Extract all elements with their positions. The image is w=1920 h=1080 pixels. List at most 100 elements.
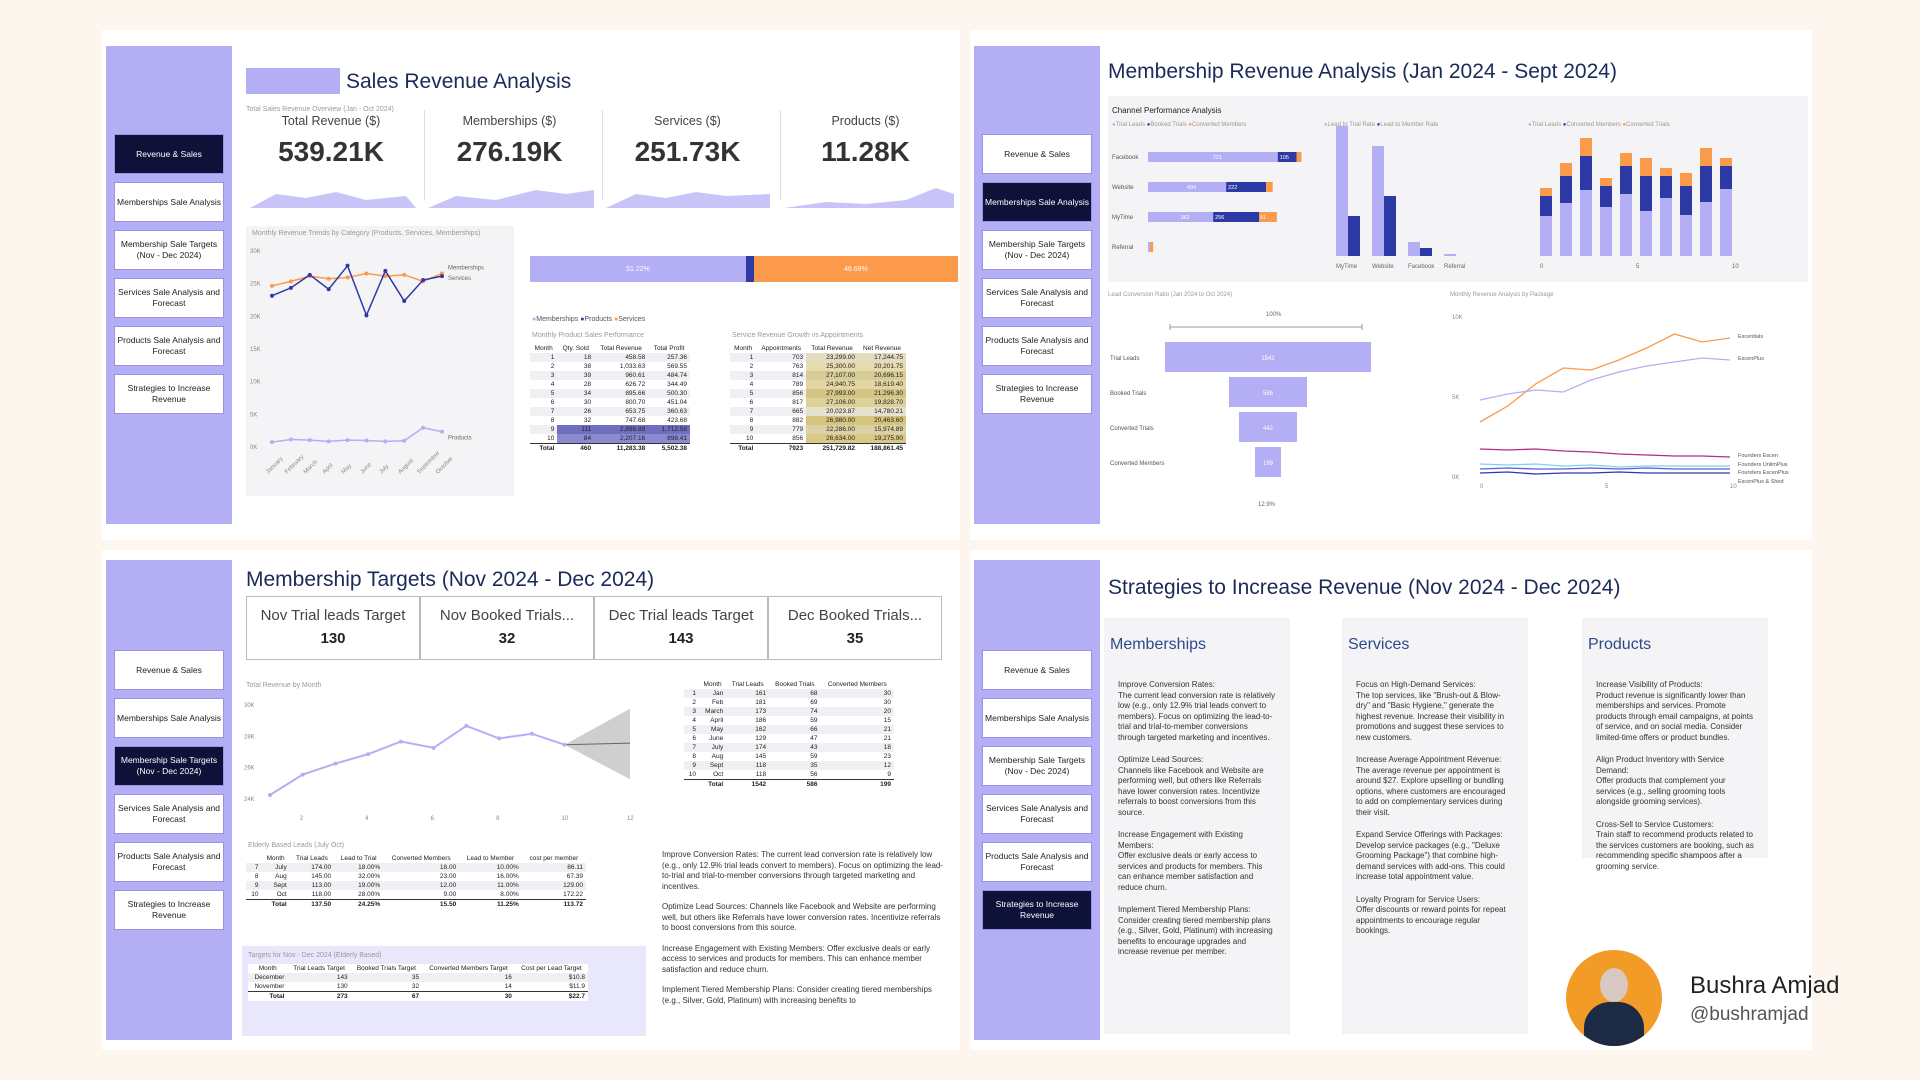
revenue-point <box>431 745 436 750</box>
table-cell: 20,696.15 <box>858 371 906 380</box>
tick-label: 25K <box>250 282 261 288</box>
table-row: 4 April 186 59 15 <box>684 716 894 725</box>
targets-title: Targets for Nov - Dec 2024 (Elderly Base… <box>248 952 382 959</box>
table-cell: Total <box>539 445 555 452</box>
nav-products-analysis[interactable]: Products Sale Analysis and Forecast <box>114 842 224 882</box>
nav-membership-targets[interactable]: Membership Sale Targets (Nov - Dec 2024) <box>114 746 224 786</box>
nav-memberships-analysis[interactable]: Memberships Sale Analysis <box>982 698 1092 738</box>
table-cell: 129.00 <box>563 882 583 889</box>
table-cell: July <box>275 864 287 871</box>
table-cell: 67 <box>411 993 420 1000</box>
table-row: 10 Oct 118 56 9 <box>684 770 894 780</box>
table-cell: March <box>705 708 724 715</box>
stack-members <box>1660 176 1672 198</box>
nav-services-analysis[interactable]: Services Sale Analysis and Forecast <box>982 794 1092 834</box>
nav-membership-targets[interactable]: Membership Sale Targets (Nov - Dec 2024) <box>982 230 1092 270</box>
funnel-bottom-pct: 12.9% <box>1258 502 1276 508</box>
nav-revenue-sales[interactable]: Revenue & Sales <box>982 134 1092 174</box>
revenue-point <box>300 772 305 777</box>
table-cell: 14 <box>504 983 512 990</box>
nav-products-analysis[interactable]: Products Sale Analysis and Forecast <box>982 842 1092 882</box>
table-cell: 3 <box>749 372 754 379</box>
table-total: Total 7923 251,729.82 188,861.45 <box>730 443 906 454</box>
bar-label: 222 <box>1228 185 1237 191</box>
card-nov-trial: Nov Trial leads Target 130 <box>246 596 420 660</box>
table-cell: 27,106.00 <box>806 398 859 407</box>
nav-membership-targets[interactable]: Membership Sale Targets (Nov - Dec 2024) <box>982 746 1092 786</box>
table-cell: Total <box>271 901 287 908</box>
y-tick: 30K <box>244 703 255 709</box>
sidebar: Revenue & Sales Memberships Sale Analysi… <box>974 46 1100 524</box>
table-cell: 129 <box>755 735 767 742</box>
nav-memberships-analysis[interactable]: Memberships Sale Analysis <box>114 698 224 738</box>
nav-revenue-sales[interactable]: Revenue & Sales <box>114 134 224 174</box>
stack-leads <box>1600 207 1612 256</box>
package-label: EscenPlus <box>1738 356 1764 362</box>
funnel-value: 586 <box>1263 391 1274 397</box>
table-cell: 174 <box>755 744 767 751</box>
table-cell: 5,502.38 <box>661 445 687 452</box>
elderly-title: Elderly Based Leads (July Oct) <box>248 842 345 849</box>
table-cell: 817 <box>792 399 804 406</box>
table-cell: 25,300.00 <box>806 362 859 371</box>
funnel-label: Trial Leads <box>1110 356 1139 362</box>
split-legend: ●Memberships ●Products ●Services <box>532 316 645 323</box>
table-row: 2 763 25,300.00 20,201.75 <box>730 362 906 371</box>
bar-label: 434 <box>1187 185 1196 191</box>
table-cell: 7 <box>254 864 259 871</box>
month-label: May <box>341 463 353 475</box>
nav-services-analysis[interactable]: Services Sale Analysis and Forecast <box>114 278 224 318</box>
targets-box: Targets for Nov - Dec 2024 (Elderly Base… <box>242 946 646 1036</box>
funnel-bar <box>1255 447 1281 477</box>
nav-strategies[interactable]: Strategies to Increase Revenue <box>114 890 224 930</box>
x-tick: 0 <box>1480 484 1484 490</box>
bar-label: 81 <box>1260 215 1266 221</box>
stack-members <box>1540 196 1552 216</box>
column-header: Total Revenue <box>600 345 642 352</box>
table-row: 7 July 174 43 18 <box>684 743 894 752</box>
product-table: Month Qty. Sold Total Revenue Total Profit 1… <box>530 344 690 453</box>
stack-trials <box>1660 168 1672 176</box>
nav-membership-targets[interactable]: Membership Sale Targets (Nov - Dec 2024) <box>114 230 224 270</box>
table-cell: 11.25% <box>497 901 519 908</box>
table-row: 1 18 458.58 257.36 <box>530 353 690 362</box>
bar-label: 256 <box>1215 215 1224 221</box>
strategy-text: Channels like Facebook and Website are p… <box>1118 765 1264 817</box>
sparkline <box>250 192 416 208</box>
column-header: Month <box>703 681 722 688</box>
funnel-bar <box>1165 342 1371 372</box>
stack-leads <box>1580 190 1592 256</box>
strategy-heading: Align Product Inventory with Service Dem… <box>1596 755 1725 775</box>
table-row: 10 Oct 118.00 28.00% 9.00 8.00% 172.22 <box>246 890 586 900</box>
y-tick: 0K <box>1452 475 1459 481</box>
card-nov-booked: Nov Booked Trials... 32 <box>420 596 594 660</box>
stack-members <box>1620 166 1632 194</box>
package-title: Monthly Revenue Analysis by Package <box>1450 292 1554 298</box>
nav-services-analysis[interactable]: Services Sale Analysis and Forecast <box>114 794 224 834</box>
table-cell: 960.61 <box>625 372 646 379</box>
table-total: Total 460 11,283.38 5,502.38 <box>530 443 690 454</box>
nav-memberships-analysis[interactable]: Memberships Sale Analysis <box>114 182 224 222</box>
strategy-heading: Cross-Sell to Service Customers: <box>1596 819 1714 829</box>
table-cell: $22.7 <box>568 993 585 1000</box>
nav-revenue-sales[interactable]: Revenue & Sales <box>114 650 224 690</box>
bar-label: 721 <box>1213 155 1222 161</box>
nav-memberships-analysis[interactable]: Memberships Sale Analysis <box>982 182 1092 222</box>
table-row: 8 Aug 145.00 32.00% 23.00 16.00% 67.39 <box>246 872 586 881</box>
nav-products-analysis[interactable]: Products Sale Analysis and Forecast <box>982 326 1092 366</box>
table-cell: 4 <box>692 717 696 724</box>
rate-legend: ●Lead to Trial Rate ●Lead to Member Rate <box>1324 122 1438 128</box>
products-point <box>288 437 293 442</box>
legend-booked-trials: Booked Trials <box>1150 122 1187 128</box>
nav-services-analysis[interactable]: Services Sale Analysis and Forecast <box>982 278 1092 318</box>
nav-strategies[interactable]: Strategies to Increase Revenue <box>114 374 224 414</box>
table-cell: 59 <box>810 717 818 724</box>
strategy-text: Consider creating tiered membership plan… <box>1118 915 1273 957</box>
nav-revenue-sales[interactable]: Revenue & Sales <box>982 650 1092 690</box>
nav-products-analysis[interactable]: Products Sale Analysis and Forecast <box>114 326 224 366</box>
nav-strategies[interactable]: Strategies to Increase Revenue <box>982 374 1092 414</box>
note-text: Channels like Facebook and Website are p… <box>662 902 941 932</box>
nav-strategies[interactable]: Strategies to Increase Revenue <box>982 890 1092 930</box>
table-cell: 30 <box>583 399 592 406</box>
kpi-label: Memberships ($) <box>462 114 557 128</box>
